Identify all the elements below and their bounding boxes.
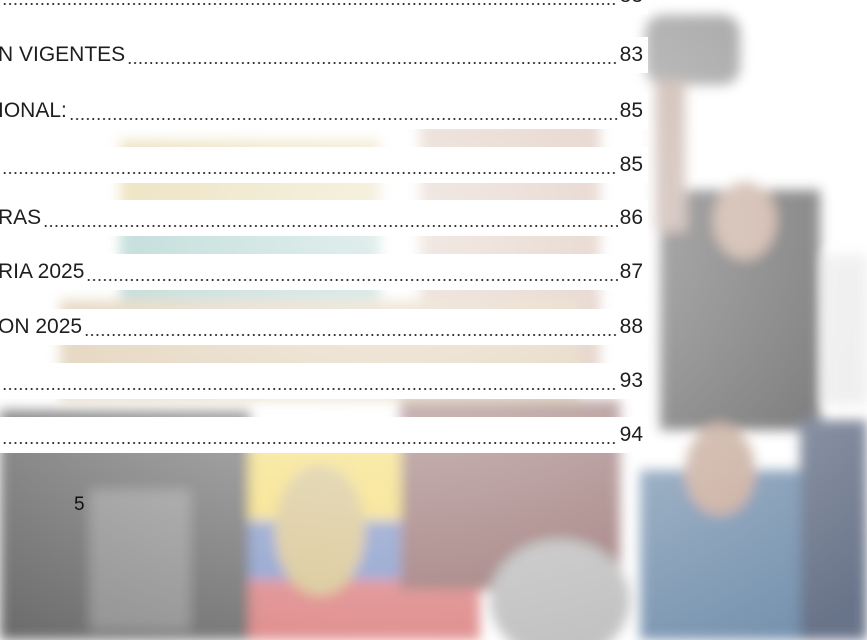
entry-title: RAS xyxy=(0,206,42,229)
entry-page: 88 xyxy=(619,315,643,338)
dot-leader xyxy=(2,0,618,7)
dot-leader xyxy=(2,370,618,392)
dot-leader xyxy=(43,207,618,229)
entry-page: 85 xyxy=(619,99,643,122)
entry-page: 83 xyxy=(619,43,643,66)
toc-entry: N VIGENTES 83 xyxy=(0,37,648,73)
entry-page: 93 xyxy=(619,369,643,392)
dot-leader xyxy=(68,100,618,122)
toc-entry: 85 xyxy=(0,147,648,183)
dot-leader xyxy=(86,261,618,283)
entry-title: N VIGENTES xyxy=(0,43,126,66)
toc-entry: RAS 86 xyxy=(0,200,648,236)
entry-title: IONAL: xyxy=(0,99,67,122)
entry-title: ON 2025 xyxy=(0,315,83,338)
toc-entry: 94 xyxy=(0,417,648,453)
dot-leader xyxy=(84,316,618,338)
page-number: 5 xyxy=(74,494,85,515)
dot-leader xyxy=(127,44,618,66)
toc-entry: ON 2025 88 xyxy=(0,309,648,345)
toc-entry: RIA 2025 87 xyxy=(0,254,648,290)
toc-entry: IONAL: 85 xyxy=(0,93,648,129)
entry-page: 83 xyxy=(620,0,643,8)
entry-page: 87 xyxy=(619,260,643,283)
dot-leader xyxy=(2,424,618,446)
entry-title: RIA 2025 xyxy=(0,260,85,283)
entry-page: 85 xyxy=(619,153,643,176)
dot-leader xyxy=(2,154,618,176)
toc-entry: 83 xyxy=(0,0,648,14)
entry-page: 94 xyxy=(619,423,643,446)
toc-entry: 93 xyxy=(0,363,648,399)
entry-page: 86 xyxy=(619,206,643,229)
